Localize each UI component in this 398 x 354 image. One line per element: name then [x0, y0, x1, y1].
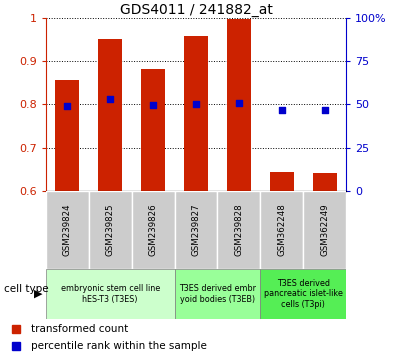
Text: GSM239824: GSM239824 — [63, 204, 72, 256]
Bar — [175, 191, 217, 269]
Text: embryonic stem cell line
hES-T3 (T3ES): embryonic stem cell line hES-T3 (T3ES) — [60, 284, 160, 303]
Point — [236, 100, 242, 105]
Bar — [184, 36, 208, 191]
Bar — [303, 191, 346, 269]
Title: GDS4011 / 241882_at: GDS4011 / 241882_at — [119, 3, 273, 17]
Text: GSM362248: GSM362248 — [277, 204, 287, 257]
Bar — [141, 69, 165, 191]
Point — [322, 107, 328, 113]
Point — [64, 103, 70, 109]
Bar — [227, 18, 251, 191]
Point — [107, 96, 113, 102]
Text: GSM362249: GSM362249 — [320, 204, 329, 256]
Bar — [175, 269, 260, 319]
Bar — [46, 191, 89, 269]
Text: ▶: ▶ — [34, 289, 42, 299]
Text: T3ES derived
pancreatic islet-like
cells (T3pi): T3ES derived pancreatic islet-like cells… — [264, 279, 343, 309]
Text: GSM239828: GSM239828 — [234, 204, 244, 256]
Point — [279, 107, 285, 113]
Bar — [46, 269, 175, 319]
Point — [150, 102, 156, 108]
Bar — [55, 80, 79, 191]
Bar — [260, 191, 303, 269]
Bar — [270, 172, 294, 191]
Bar — [260, 269, 346, 319]
Bar — [313, 172, 337, 191]
Point — [193, 102, 199, 107]
Text: GSM239826: GSM239826 — [148, 204, 158, 256]
Text: cell type: cell type — [4, 284, 49, 293]
Text: GSM239825: GSM239825 — [105, 204, 115, 256]
Bar — [98, 39, 122, 191]
Text: T3ES derived embr
yoid bodies (T3EB): T3ES derived embr yoid bodies (T3EB) — [179, 284, 256, 303]
Text: percentile rank within the sample: percentile rank within the sample — [31, 341, 207, 351]
Bar — [217, 191, 260, 269]
Text: transformed count: transformed count — [31, 324, 128, 333]
Bar — [89, 191, 132, 269]
Text: GSM239827: GSM239827 — [191, 204, 201, 256]
Bar — [132, 191, 175, 269]
